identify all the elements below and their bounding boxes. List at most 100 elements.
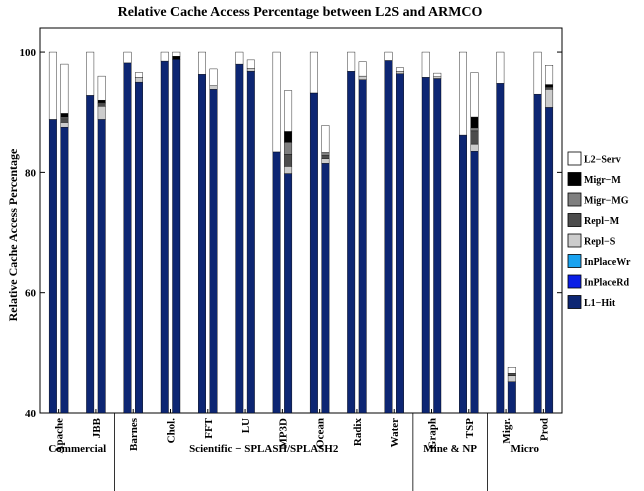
bar-segment-l1-hit — [470, 151, 479, 414]
legend-swatch — [567, 233, 582, 248]
bar-segment-l2-serv — [272, 51, 281, 153]
bar-segment-l1-hit — [309, 92, 318, 414]
bar-segment-l2-serv — [545, 65, 554, 85]
bar-segment-l2-serv — [459, 51, 467, 136]
legend: L2−Serv Migr−M Migr−MG Repl−M Repl−S InPlaceW… — [567, 151, 631, 309]
y-tick-label: 60 — [25, 288, 37, 300]
bar-segment-repl-m — [60, 118, 69, 123]
category-label: JBB — [91, 417, 103, 438]
bar-segment-repl-s — [284, 166, 293, 174]
bar-segment-migr-m — [172, 56, 181, 60]
legend-swatch — [567, 295, 582, 309]
bar-segment-l1-hit — [533, 93, 542, 414]
legend-label: L2−Serv — [584, 155, 621, 166]
bar-segment-repl-m — [470, 130, 479, 145]
category-label: Chol. — [166, 418, 178, 444]
bar-segment-l1-hit — [86, 95, 95, 414]
bar-segment-repl-s — [135, 77, 143, 83]
category-label: FFT — [203, 417, 215, 438]
category-label: Apache — [54, 418, 66, 454]
bar-segment-l2-serv — [60, 63, 69, 114]
bar-segment-repl-s — [358, 75, 367, 80]
bar-segment-l1-hit — [123, 62, 132, 414]
legend-swatch — [567, 254, 582, 268]
bar-segment-repl-m — [321, 155, 330, 159]
legend-swatch — [567, 213, 582, 227]
bar-segment-l2-serv — [48, 51, 57, 120]
bar-segment-repl-m — [545, 86, 554, 90]
bar-segment-l1-hit — [545, 107, 554, 414]
bar-segment-l1-hit — [246, 71, 255, 414]
bar-segment-migr-mg — [60, 116, 69, 120]
bar-segment-l1-hit — [347, 71, 356, 414]
category-label: Prod — [538, 418, 550, 441]
bar-segment-l1-hit — [272, 151, 281, 414]
bar-segment-repl-s — [321, 158, 330, 164]
bar-segment-repl-s — [209, 85, 218, 90]
bar-segment-l1-hit — [421, 77, 430, 414]
bar-segment-l2-serv — [321, 125, 330, 153]
bar-segment-migr-mg — [470, 127, 479, 132]
category-label: LU — [240, 418, 252, 433]
bar-segment-repl-s — [60, 122, 69, 128]
category-label: Graph — [427, 418, 439, 449]
bar-segment-l2-serv — [470, 72, 479, 118]
bar-segment-l1-hit — [209, 89, 218, 414]
bar-segment-repl-m — [97, 103, 106, 107]
category-label: Radix — [352, 418, 364, 447]
y-tick-label: 40 — [25, 408, 37, 420]
bar-segment-l2-serv — [172, 51, 181, 57]
bar-segment-l2-serv — [135, 72, 143, 78]
legend-swatch — [567, 172, 582, 186]
bar-segment-l2-serv — [246, 59, 255, 69]
bar-segment-l1-hit — [160, 60, 169, 414]
bar-segment-l2-serv — [309, 51, 318, 94]
y-tick-label: 80 — [25, 167, 37, 179]
legend-label: Repl−M — [584, 216, 620, 227]
legend-label: InPlaceWr — [584, 257, 631, 268]
bar-segment-l2-serv — [384, 51, 393, 61]
category-label: Barnes — [128, 417, 140, 451]
bar-segment-l1-hit — [459, 134, 467, 414]
plot-area: 40 60 80 100 Apache JBB Barnes Chol. FFT LU MP3D Oc… — [20, 27, 563, 491]
bar-segment-l1-hit — [496, 83, 505, 414]
bar-segment-repl-s — [396, 71, 404, 74]
bar-segment-repl-s — [470, 143, 479, 152]
bar-segment-l2-serv — [533, 51, 542, 95]
bar-segment-repl-s — [507, 375, 516, 382]
bar-segment-l1-hit — [135, 81, 143, 414]
bar-segment-migr-m — [284, 131, 293, 143]
category-label: TSP — [464, 418, 476, 438]
bar-segment-l1-hit — [384, 60, 393, 414]
bar-segment-migr-m — [60, 113, 69, 118]
legend-swatch — [567, 192, 582, 207]
bar-segment-l2-serv — [123, 51, 132, 64]
bar-segment-l1-hit — [60, 127, 69, 414]
bar-segment-repl-s — [97, 106, 106, 120]
bar-segment-l2-serv — [496, 51, 505, 84]
legend-swatch — [567, 151, 582, 166]
bar-segment-l2-serv — [347, 51, 356, 72]
category-label: Water — [389, 418, 401, 447]
bar-segment-l2-serv — [209, 68, 218, 86]
bar-segment-l2-serv — [198, 51, 206, 75]
group-label: Micro — [510, 443, 539, 455]
y-axis-label: Relative Cache Access Percentage — [6, 148, 20, 321]
legend-label: InPlaceRd — [584, 278, 629, 289]
plot-frame — [39, 27, 563, 414]
legend-label: Repl−S — [584, 237, 616, 248]
bar-segment-l2-serv — [97, 75, 106, 101]
bar-segment-l2-serv — [421, 51, 430, 78]
bar-segment-l1-hit — [198, 74, 206, 414]
group-label: Scientific − SPLASH/SPLASH2 — [189, 443, 339, 455]
bar-segment-l1-hit — [284, 173, 293, 414]
bar-segment-repl-m — [284, 154, 293, 167]
bar-segment-migr-m — [97, 99, 106, 103]
bar-segment-l2-serv — [235, 51, 244, 65]
bar-segment-l1-hit — [97, 119, 106, 414]
legend-label: Migr−M — [584, 175, 621, 186]
bar-segment-l1-hit — [358, 79, 367, 414]
bar-segment-l2-serv — [507, 367, 516, 374]
bar-segment-l2-serv — [284, 90, 293, 132]
